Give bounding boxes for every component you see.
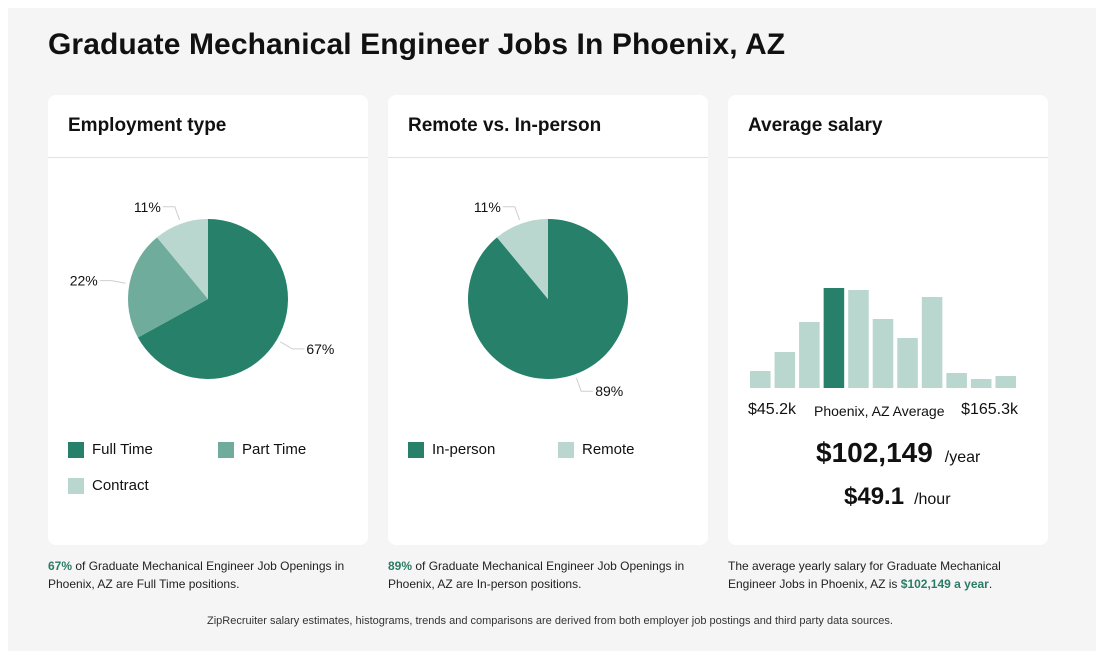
legend-swatch [68,441,84,458]
remote-leader-line [502,206,521,221]
employment-leader-line [162,206,181,221]
employment-data-label: 67% [306,341,334,357]
employment-type-pie-chart: 67% 22% 11% [70,199,334,379]
remote-data-label: 89% [595,383,623,399]
legend-swatch [408,441,424,458]
legend-label: Contract [92,477,149,494]
histogram-bar [897,338,918,388]
card-title: Employment type [68,115,227,136]
legend-contract: Contract [68,477,149,494]
salary-histogram [750,288,1016,388]
histogram-bar [921,297,943,388]
card-divider [48,157,368,158]
legend-label: Full Time [92,441,153,458]
caption-highlight: 67% [48,559,73,573]
employment-slice-full-time [137,219,288,379]
remote-leader-line [575,377,594,392]
caption-text-suffix: . [988,577,993,591]
employment-leader-line [99,280,126,284]
caption-text: The average yearly salary for Graduate M… [728,559,1001,591]
hourly-salary: $49.1 /hour [844,483,951,511]
employment-type-caption: 67% of Graduate Mechanical Engineer Job … [48,557,358,593]
employment-data-label: 22% [70,273,98,289]
salary-average-label: Phoenix, AZ Average [814,403,945,419]
legend-swatch [558,441,574,458]
average-salary-card: Average salary $45.2k Phoenix, AZ Averag… [728,95,1048,545]
legend-label: In-person [432,441,496,458]
remote-vs-in-person-card: Remote vs. In-person 89% 11% In-person Re… [388,95,708,545]
histogram-bar [848,290,869,388]
employment-type-card: Employment type 67% 22% 11% Full Time Part… [48,95,368,545]
caption-highlight: $102,149 a year [900,577,989,591]
yearly-salary-amount: $102,149 [816,437,933,468]
legend-swatch [218,441,234,458]
hourly-salary-amount: $49.1 [844,483,905,510]
caption-highlight: 89% [388,559,413,573]
histogram-bar [799,322,820,388]
legend-remote: Remote [558,441,635,458]
histogram-bar [946,373,967,388]
remote-pie-chart: 89% 11% [468,199,628,399]
legend-label: Remote [582,441,635,458]
histogram-bar [774,352,796,388]
histogram-bar [995,376,1016,388]
remote-caption: 89% of Graduate Mechanical Engineer Job … [388,557,698,593]
card-divider [388,157,708,158]
yearly-salary: $102,149 /year [816,437,980,469]
salary-max-label: $165.3k [961,401,1018,418]
page-title: Graduate Mechanical Engineer Jobs In Pho… [48,28,786,61]
legend-label: Part Time [242,441,307,458]
caption-text: of Graduate Mechanical Engineer Job Open… [388,559,685,591]
salary-min-label: $45.2k [748,401,797,418]
hourly-salary-unit: /hour [914,491,951,508]
legend-full-time: Full Time [68,441,153,458]
employment-slice-contract [157,219,208,299]
histogram-bar [872,319,894,388]
salary-caption: The average yearly salary for Graduate M… [728,557,1038,593]
remote-data-label: 11% [474,199,501,215]
caption-text: of Graduate Mechanical Engineer Job Open… [48,559,345,591]
remote-slice-remote [497,219,548,299]
histogram-bar [970,379,992,388]
histogram-bar-average [823,288,845,388]
card-divider [728,157,1048,158]
employment-leader-line [280,341,305,350]
legend-part-time: Part Time [218,441,306,458]
employment-slice-part-time [127,237,208,338]
histogram-bar [750,371,771,388]
legend-in-person: In-person [408,441,495,458]
footnote: ZipRecruiter salary estimates, histogram… [207,615,893,627]
employment-data-label: 11% [134,199,161,215]
card-title: Average salary [748,115,883,136]
yearly-salary-unit: /year [944,449,981,466]
legend-swatch [68,477,84,494]
salary-range: $45.2k Phoenix, AZ Average $165.3k [748,401,1018,423]
card-title: Remote vs. In-person [408,115,602,136]
